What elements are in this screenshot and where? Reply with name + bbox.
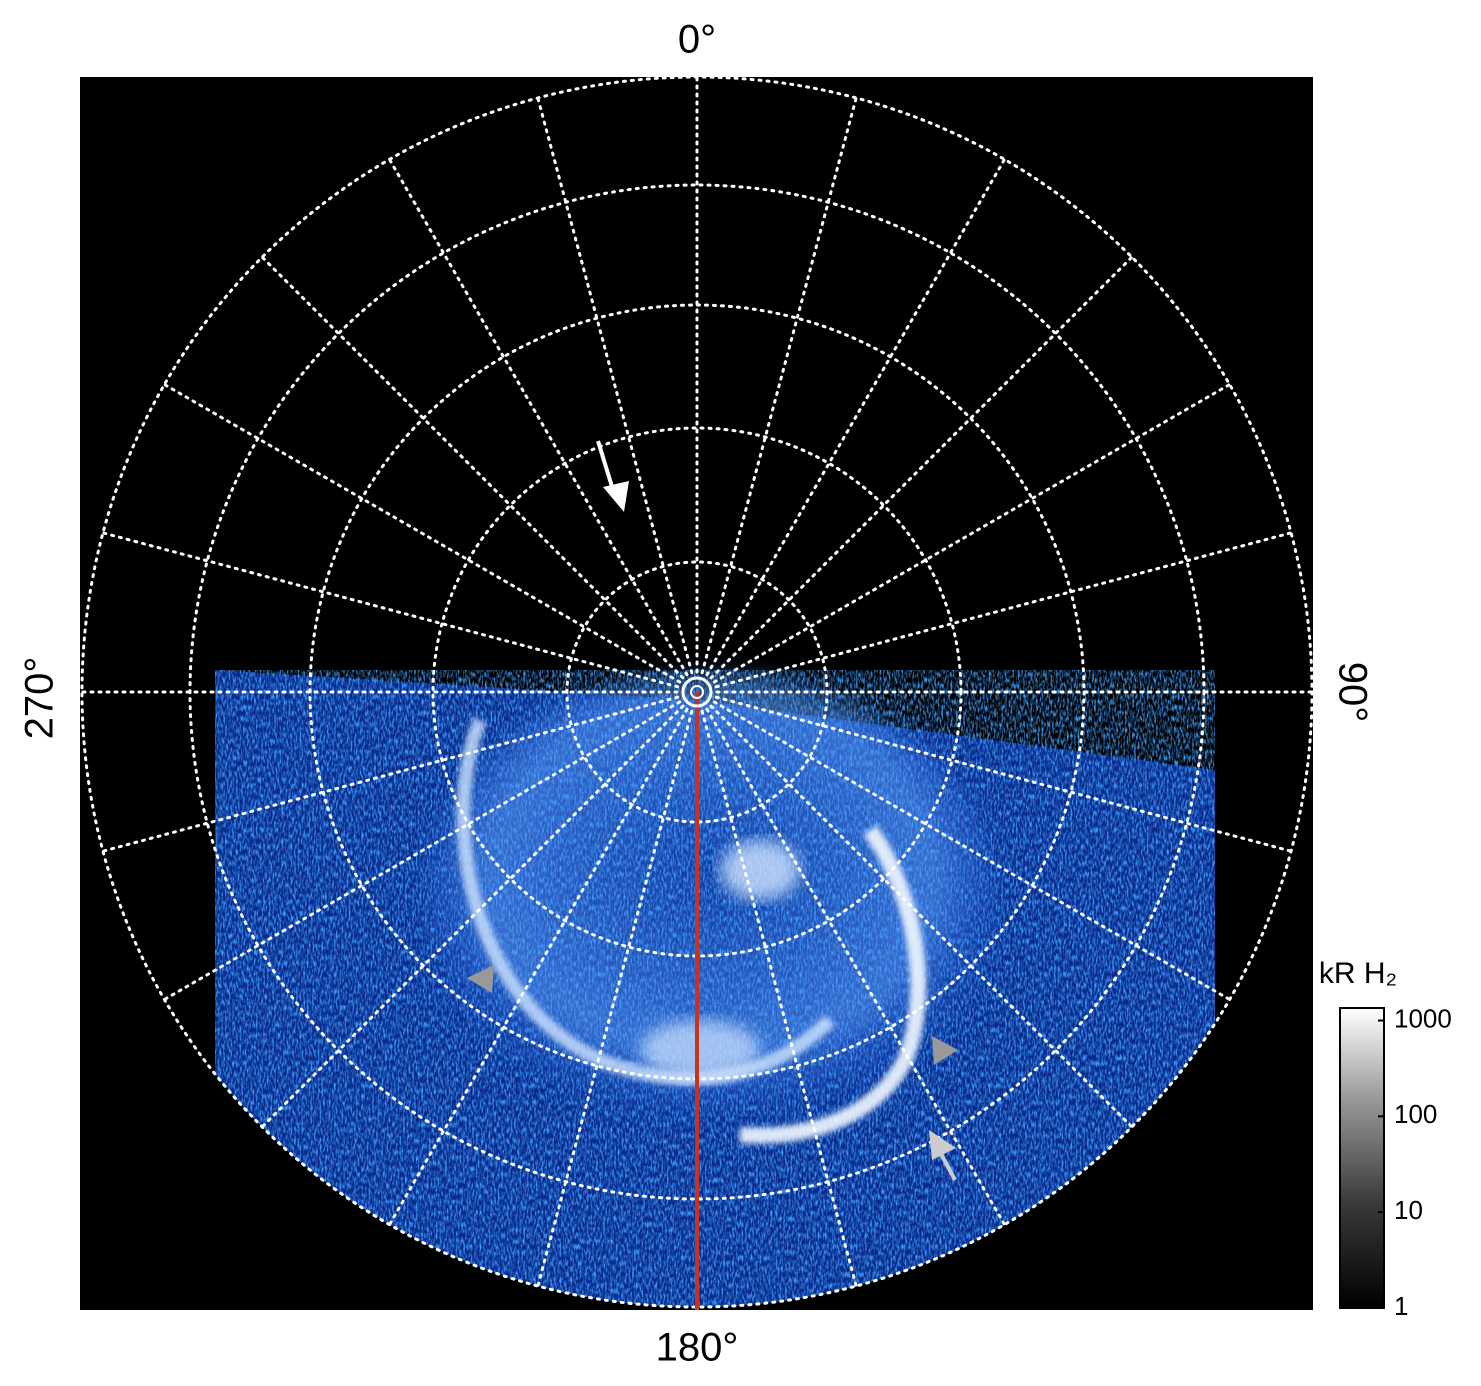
- grid-spoke: [260, 255, 685, 680]
- colorbar-tick-label: 10: [1394, 1195, 1423, 1225]
- grid-spoke: [700, 96, 858, 675]
- grid-spoke: [536, 96, 694, 675]
- grid-spoke: [101, 695, 680, 853]
- axis-label: 90°: [1330, 662, 1374, 723]
- arrow-head: [467, 965, 494, 993]
- grid-spoke: [388, 157, 689, 677]
- colorbar-tick-label: 100: [1394, 1099, 1437, 1129]
- grid-spoke: [714, 531, 1293, 689]
- axis-label: 270°: [18, 657, 62, 740]
- grid-spoke: [536, 709, 694, 1288]
- grid-spoke: [712, 383, 1232, 684]
- grid-spoke: [712, 700, 1232, 1001]
- pole-marker: [690, 685, 704, 699]
- colorbar-tick-label: 1: [1394, 1291, 1408, 1321]
- colorbar: kR H₂ 1 10 100 1000: [1319, 957, 1452, 1321]
- grid-spoke: [714, 695, 1293, 853]
- grid-spoke: [709, 704, 1134, 1129]
- colorbar-title: kR H₂: [1319, 957, 1397, 990]
- auroral-glow: [420, 670, 1000, 1130]
- grid-spoke: [709, 255, 1134, 680]
- auroral-arc: [456, 717, 835, 1086]
- aurora-image: [80, 77, 1313, 1310]
- axis-label: 180°: [656, 1326, 739, 1370]
- arrow: [596, 440, 615, 491]
- grid-spoke: [705, 157, 1006, 677]
- grid-spoke: [162, 383, 682, 684]
- arrow-head: [929, 1130, 956, 1160]
- colorbar-scale: [1339, 1007, 1385, 1309]
- auroral-spot: [640, 1020, 760, 1080]
- grid-spoke: [260, 704, 685, 1129]
- grid-spoke: [705, 707, 1006, 1227]
- grid-spoke: [700, 709, 858, 1288]
- auroral-spot: [720, 840, 800, 900]
- grid-spoke: [162, 700, 682, 1001]
- arrow: [938, 1151, 957, 1181]
- grid-circle: [565, 560, 829, 824]
- arrow-head: [932, 1036, 958, 1065]
- annotation-arrows: [467, 440, 958, 1181]
- arrow-head: [603, 481, 629, 512]
- axis-label: 0°: [678, 18, 716, 62]
- colorbar-tick-label: 1000: [1394, 1003, 1452, 1033]
- pole-marker: [681, 676, 713, 708]
- polar-grid: [80, 77, 1313, 1309]
- grid-spoke: [101, 531, 680, 689]
- grid-spoke: [388, 707, 689, 1227]
